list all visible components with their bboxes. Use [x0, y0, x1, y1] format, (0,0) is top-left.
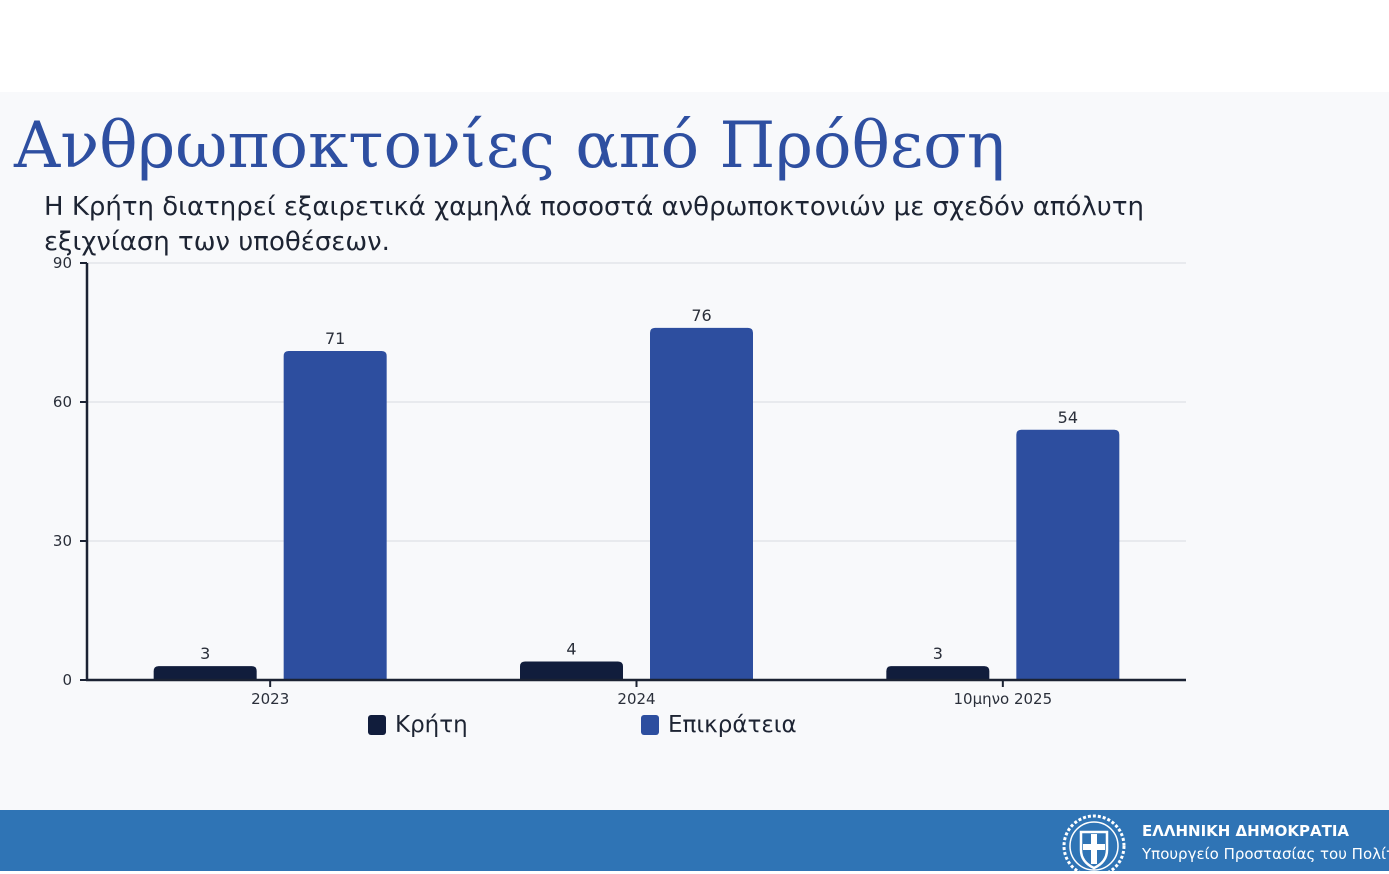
bar-crete — [153, 666, 257, 680]
x-tick-label: 2024 — [617, 690, 655, 708]
bar-crete — [886, 666, 990, 680]
footer-bar: ΕΛΛΗΝΙΚΗ ΔΗΜΟΚΡΑΤΙΑ Υπουργείο Προστασίας… — [0, 810, 1389, 874]
bar-mainland — [1016, 429, 1120, 680]
legend-label-crete: Κρήτη — [395, 712, 468, 738]
legend-item-mainland: Επικράτεια — [641, 712, 797, 738]
page-title: Ανθρωποκτονίες από Πρόθεση — [14, 109, 1006, 183]
data-label: 71 — [325, 329, 345, 348]
bar-mainland — [283, 351, 387, 680]
data-label: 76 — [691, 306, 711, 325]
legend-label-mainland: Επικράτεια — [668, 712, 797, 738]
y-tick-label: 0 — [62, 671, 72, 689]
page-subtitle: Η Κρήτη διατηρεί εξαιρετικά χαμηλά ποσοσ… — [44, 192, 1144, 257]
footer-country-name: ΕΛΛΗΝΙΚΗ ΔΗΜΟΚΡΑΤΙΑ — [1142, 822, 1350, 840]
y-tick-label: 90 — [53, 254, 72, 272]
data-label: 3 — [933, 644, 943, 663]
bar-mainland — [650, 327, 753, 680]
y-tick-label: 30 — [53, 532, 72, 550]
x-tick-label: 2023 — [251, 690, 289, 708]
y-tick-label: 60 — [53, 393, 72, 411]
data-label: 4 — [566, 639, 576, 658]
x-tick-label: 10μηνο 2025 — [954, 690, 1053, 708]
data-label: 3 — [200, 644, 210, 663]
legend-swatch-mainland — [641, 715, 659, 735]
legend-swatch-crete — [368, 715, 386, 735]
bar-crete — [520, 661, 623, 680]
legend-item-crete: Κρήτη — [368, 712, 468, 738]
footer-ministry-name: Υπουργείο Προστασίας του Πολίτη — [1142, 845, 1389, 863]
data-label: 54 — [1058, 408, 1078, 427]
greek-coat-of-arms-icon — [1062, 814, 1126, 874]
